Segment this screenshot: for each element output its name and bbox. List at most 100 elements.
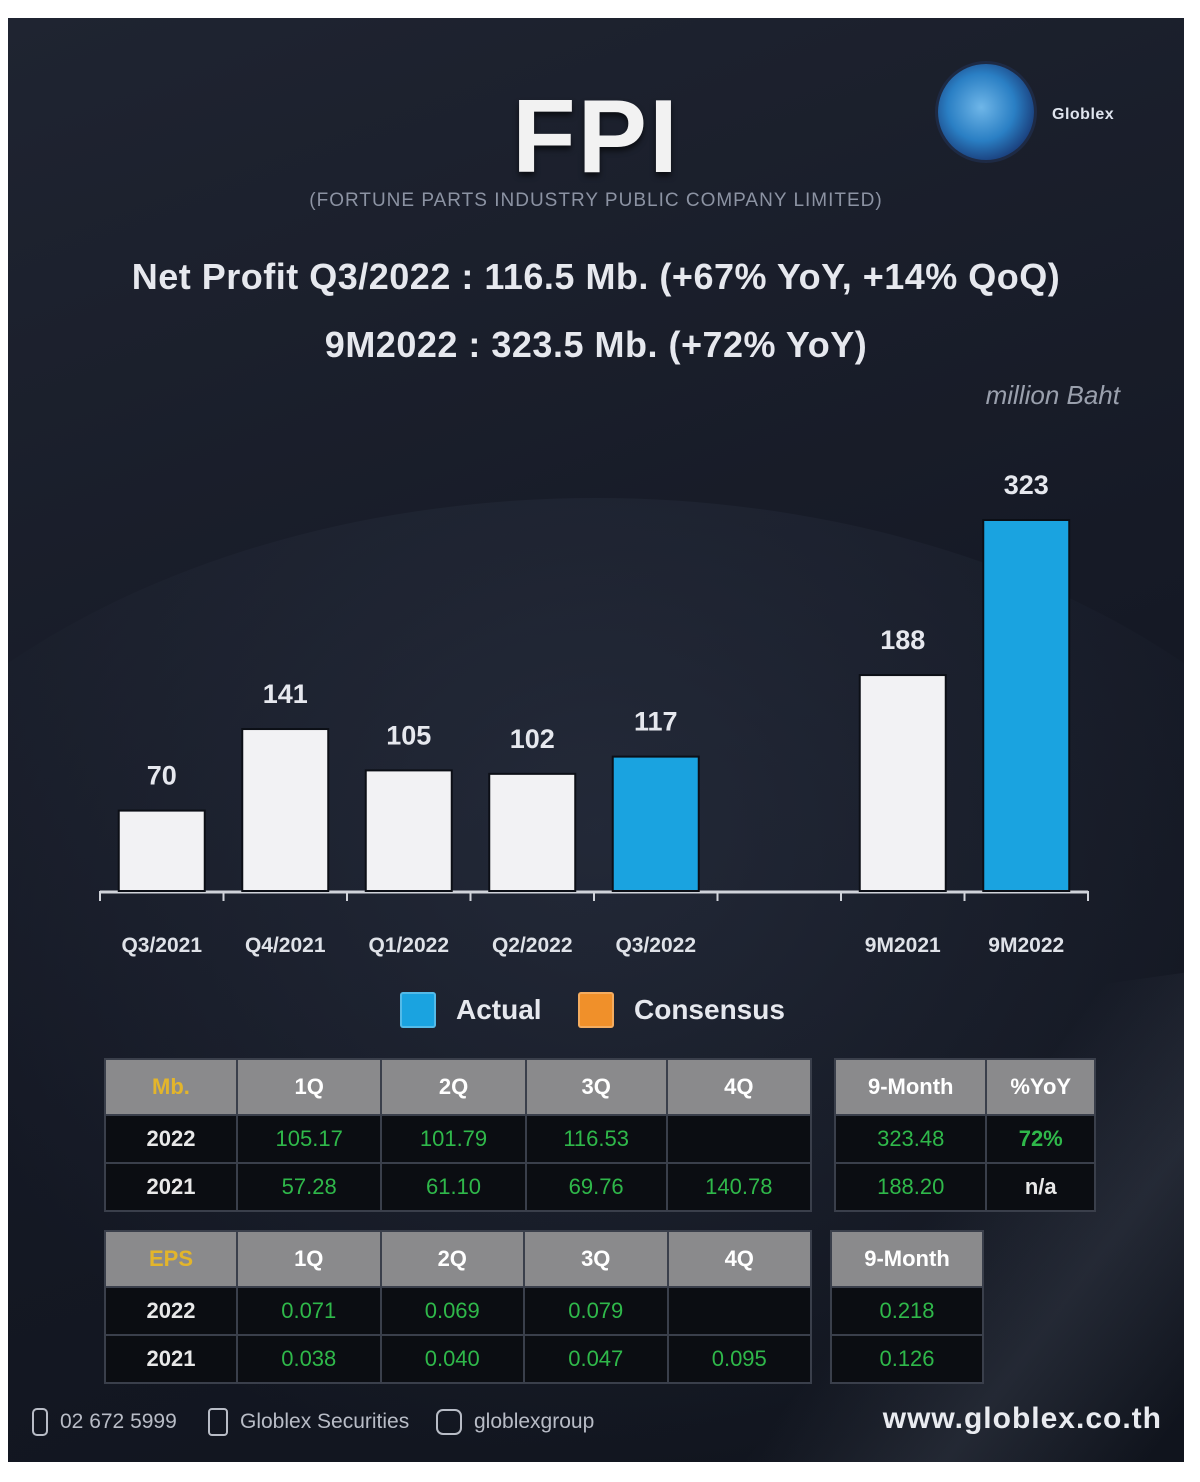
table-cell: 101.79 (380, 1114, 527, 1164)
bar-data-label: 141 (263, 679, 308, 709)
bar-data-label: 105 (386, 720, 431, 750)
table-cell: 72% (985, 1114, 1096, 1164)
table-cell: 61.10 (380, 1162, 527, 1212)
table-row: 0.218 (830, 1286, 984, 1336)
table-row-year: 2022 (104, 1114, 238, 1164)
bar-q2-2022 (488, 772, 577, 892)
x-tick-label: 9M2022 (988, 934, 1064, 957)
legend-swatch-actual (400, 992, 436, 1028)
company-name: (FORTUNE PARTS INDUSTRY PUBLIC COMPANY L… (309, 190, 883, 211)
table-cell: 0.071 (236, 1286, 382, 1336)
bar-data-label: 188 (880, 625, 925, 655)
table-header-cell: 9-Month (833, 1058, 988, 1116)
table-cell: 69.76 (524, 1162, 668, 1212)
bar-data-label: 323 (1004, 470, 1049, 500)
table-cell: 105.17 (235, 1114, 383, 1164)
globe-logo-icon (938, 64, 1034, 160)
legend-label-actual: Actual (456, 994, 542, 1025)
table-header-cell: 2Q (379, 1230, 525, 1288)
table-header-cell: 1Q (235, 1058, 383, 1116)
table-header-cell: EPS (104, 1230, 238, 1288)
table-row: 2022 0.071 0.069 0.079 (104, 1286, 812, 1336)
net-profit-table: Mb. 1Q 2Q 3Q 4Q 2022 105.17 101.79 116.5… (104, 1058, 813, 1212)
bar-9m2021 (858, 674, 947, 892)
bar-q3-2022 (611, 755, 700, 892)
footer-website-link[interactable]: www.globlex.co.th (882, 1402, 1162, 1435)
footer-phone-text: 02 672 5999 (60, 1410, 177, 1433)
bar-q1-2022 (364, 769, 453, 893)
table-row: 2022 105.17 101.79 116.53 (104, 1114, 813, 1164)
table-row: 2021 57.28 61.10 69.76 140.78 (104, 1162, 813, 1212)
unit-label: million Baht (985, 380, 1120, 410)
table-header-cell: 3Q (524, 1058, 668, 1116)
footer-instagram: globlexgroup (436, 1402, 594, 1442)
table-row: 323.48 72% (833, 1114, 1096, 1164)
table-header-cell: 2Q (380, 1058, 527, 1116)
table-cell: 0.047 (523, 1334, 669, 1384)
footer-phone: 02 672 5999 (32, 1402, 177, 1442)
infographic-card: Globlex FPI (FORTUNE PARTS INDUSTRY PUBL… (8, 18, 1184, 1462)
table-row-year: 2021 (104, 1162, 238, 1212)
footer-facebook: Globlex Securities (208, 1402, 409, 1442)
table-cell: 0.126 (830, 1334, 984, 1384)
instagram-icon (436, 1409, 462, 1435)
table-header-cell: Mb. (104, 1058, 238, 1116)
x-tick-label: Q1/2022 (368, 934, 449, 957)
table-header-cell: 1Q (236, 1230, 382, 1288)
table-cell: 0.079 (523, 1286, 669, 1336)
table-cell: 140.78 (665, 1162, 813, 1212)
facebook-icon (208, 1408, 228, 1436)
bar-q3-2021 (117, 809, 206, 893)
x-tick-label: Q3/2021 (121, 934, 202, 957)
net-profit-nine-month-table: 9-Month %YoY 323.48 72% 188.20 n/a (833, 1058, 1096, 1212)
table-cell: 0.069 (379, 1286, 525, 1336)
footer-facebook-text: Globlex Securities (240, 1410, 410, 1433)
footer: 02 672 5999 Globlex Securities globlexgr… (32, 1402, 1162, 1442)
legend-item-actual: Actual (400, 990, 542, 1030)
x-tick-label: Q2/2022 (492, 934, 573, 957)
x-tick-label: Q4/2021 (245, 934, 326, 957)
bar-q4-2021 (241, 728, 330, 893)
brand-logo: Globlex (1052, 106, 1115, 123)
bar-data-label: 102 (510, 724, 555, 754)
table-row: 188.20 n/a (833, 1162, 1096, 1212)
table-row-year: 2022 (104, 1286, 238, 1336)
eps-table: EPS 1Q 2Q 3Q 4Q 2022 0.071 0.069 0.079 2… (104, 1230, 812, 1384)
table-cell: 0.095 (666, 1334, 812, 1384)
table-cell: 0.218 (830, 1286, 984, 1336)
table-cell: 0.038 (236, 1334, 382, 1384)
page-title: FPI (512, 79, 680, 195)
table-header-row: 9-Month (830, 1230, 984, 1288)
legend-label-consensus: Consensus (634, 994, 785, 1025)
bar-data-label: 70 (147, 761, 177, 791)
bar-9m2022 (982, 519, 1071, 892)
headline-nine-month: 9M2022 : 323.5 Mb. (+72% YoY) (324, 324, 868, 365)
table-header-cell: 3Q (523, 1230, 669, 1288)
table-cell (665, 1114, 813, 1164)
table-cell: 323.48 (833, 1114, 988, 1164)
table-header-row: 9-Month %YoY (833, 1058, 1096, 1116)
net-profit-bar-chart: 70 Q3/2021 141 Q4/2021 105 Q1/2022 102 Q2/2022 1… (99, 470, 1089, 957)
legend-item-consensus: Consensus (578, 990, 785, 1030)
eps-nine-month-table: 9-Month 0.218 0.126 (830, 1230, 984, 1384)
table-cell: n/a (985, 1162, 1096, 1212)
x-tick-label: Q3/2022 (615, 934, 696, 957)
table-header-row: EPS 1Q 2Q 3Q 4Q (104, 1230, 812, 1288)
table-row: 2021 0.038 0.040 0.047 0.095 (104, 1334, 812, 1384)
phone-icon (32, 1408, 48, 1436)
table-header-cell: 4Q (666, 1230, 812, 1288)
table-header-cell: 4Q (665, 1058, 813, 1116)
table-header-cell: %YoY (985, 1058, 1096, 1116)
x-tick-label: 9M2021 (865, 934, 941, 957)
table-cell: 116.53 (524, 1114, 668, 1164)
table-cell (666, 1286, 812, 1336)
legend-swatch-consensus (578, 992, 614, 1028)
table-cell: 188.20 (833, 1162, 988, 1212)
table-cell: 0.040 (379, 1334, 525, 1384)
footer-instagram-text: globlexgroup (474, 1410, 595, 1433)
table-header-row: Mb. 1Q 2Q 3Q 4Q (104, 1058, 813, 1116)
bar-data-label: 117 (634, 707, 678, 737)
headline-quarter: Net Profit Q3/2022 : 116.5 Mb. (+67% YoY… (131, 256, 1061, 297)
table-row-year: 2021 (104, 1334, 238, 1384)
table-header-cell: 9-Month (830, 1230, 984, 1288)
